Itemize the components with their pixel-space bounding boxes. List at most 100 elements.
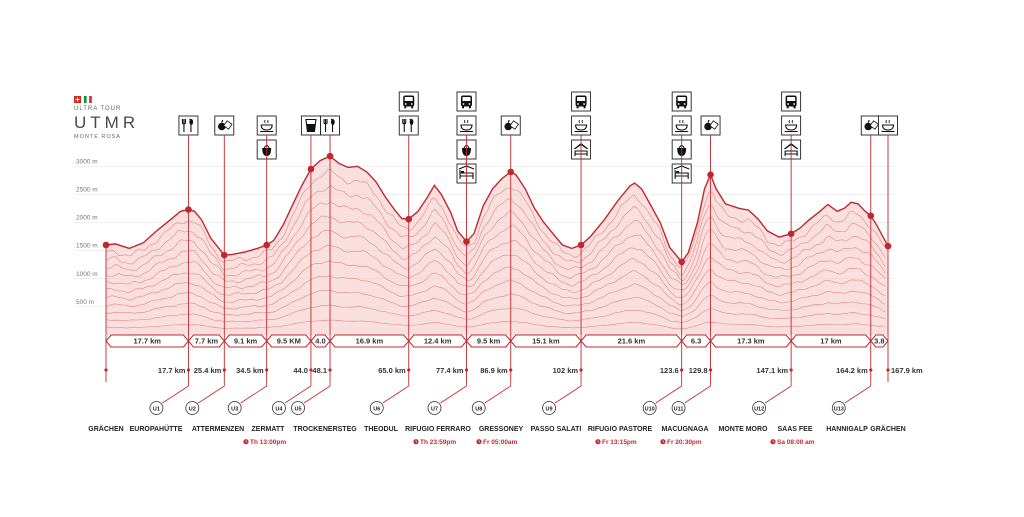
badge-connector <box>240 382 268 404</box>
y-tick-label: 3000 m <box>76 158 98 165</box>
checkpoint-code: U10 <box>645 407 655 413</box>
checkpoint-code: U7 <box>431 407 438 413</box>
checkpoint-marker <box>307 165 315 173</box>
checkpoint-dot <box>265 368 269 372</box>
checkpoint-name: PASSO SALATI <box>531 426 582 433</box>
checkpoint-dot <box>509 368 513 372</box>
cutoff-time: Fr 13:15pm <box>595 439 637 446</box>
checkpoint-name: ATTERMENZEN <box>192 426 244 433</box>
hot-meal-icon <box>571 115 592 136</box>
segment-label: 12.4 km <box>424 337 452 346</box>
checkpoint-code: U8 <box>475 407 482 413</box>
checkpoint-marker <box>707 171 714 178</box>
checkpoint-badge <box>291 401 305 415</box>
cutoff-time-label: Th 13:00pm <box>250 439 286 446</box>
contour-line <box>105 185 886 276</box>
y-tick-label: 1500 m <box>76 243 98 250</box>
checkpoint-name: ZERMATT <box>252 426 286 433</box>
cutoff-time: Sa 08:00 am <box>770 439 815 446</box>
checkpoint-dot <box>464 368 469 372</box>
km-label: 129.8 <box>689 366 708 375</box>
snack-icon <box>860 115 881 136</box>
drink-icon <box>300 115 321 136</box>
badge-connector <box>684 382 711 404</box>
checkpoint-marker <box>326 152 334 160</box>
checkpoint-badge <box>471 401 486 415</box>
cutoff-time: Th 23:59pm <box>413 439 456 446</box>
checkpoint-badge <box>185 401 200 415</box>
badge-connector <box>382 382 410 404</box>
contour-line <box>105 290 886 317</box>
logo-top-line: ULTRA TOUR <box>74 106 122 112</box>
checkpoint-marker <box>185 206 192 213</box>
checkpoint-badge <box>149 401 164 415</box>
checkpoint-code: U1 <box>153 407 160 413</box>
bus-icon <box>398 91 419 112</box>
segment-label: 16.9 km <box>356 337 384 346</box>
segment-label: 15.1 km <box>532 337 560 346</box>
logo-main-text: UTMR <box>74 113 140 132</box>
bus-icon <box>571 91 592 112</box>
profile-outline <box>105 155 889 264</box>
checkpoint-name: GRÄCHEN <box>88 425 123 433</box>
checkpoint-name: MACUGNAGA <box>661 426 708 433</box>
segment-label: 21.6 km <box>618 337 646 346</box>
segment-bar: 17.7 km 7.7 km 9.1 km 9.5 KM 4.0 16.9 km 12.4 … <box>105 334 889 348</box>
checkpoint-code: U4 <box>275 407 283 413</box>
segment-label: 9.5 KM <box>277 337 301 346</box>
checkpoint-dot <box>104 368 108 372</box>
cutoff-time-label: Sa 08:00 am <box>777 439 815 446</box>
checkpoint-badge <box>642 401 657 415</box>
km-label: 123.6 <box>660 366 679 375</box>
contour-line <box>105 215 886 286</box>
checkpoint-names: U1 U2 U3 U4 U5 U6 U7 U8 U9 U10 U11 U12 U13 GRÄCHEN EUR… <box>88 382 906 446</box>
segment-label: 7.7 km <box>195 337 219 346</box>
segment-label: 9.1 km <box>234 337 258 346</box>
checkpoint-marker <box>463 238 470 245</box>
bus-icon <box>781 91 802 112</box>
km-label: 25.4 km <box>194 366 222 375</box>
y-tick-label: 2000 m <box>76 215 98 222</box>
checkpoint-dot <box>222 368 226 372</box>
segment-label: 3.8 <box>874 337 884 346</box>
checkpoint-code: U13 <box>834 407 844 413</box>
segment-label: 17.7 km <box>133 337 161 346</box>
km-label: 86.9 km <box>480 366 508 375</box>
food-icon <box>178 115 199 136</box>
km-label: 147.1 km <box>756 366 788 375</box>
checkpoint-dot <box>309 368 313 372</box>
checkpoint-badge <box>227 401 242 415</box>
badge-connector <box>440 382 467 404</box>
checkpoint-marker <box>102 241 110 249</box>
checkpoint-name: GRESSONEY <box>479 426 524 433</box>
checkpoint-code: U9 <box>546 407 553 413</box>
segment-label: 6.3 <box>691 337 701 346</box>
contour-line <box>105 169 886 269</box>
contour-line <box>105 202 886 282</box>
food-icon <box>320 115 340 136</box>
station-icons <box>178 91 898 184</box>
y-tick-label: 1000 m <box>76 271 98 278</box>
italian-flag-icon <box>84 96 87 103</box>
checkpoint-name: SAAS FEE <box>777 426 812 433</box>
snack-icon <box>500 115 521 136</box>
badge-connector <box>844 382 872 404</box>
segment-label: 17 km <box>820 337 842 346</box>
y-tick-label: 500 m <box>76 299 94 306</box>
checkpoint-name: EUROPAHÜTTE <box>130 424 183 433</box>
contour-line <box>105 244 886 299</box>
segment-label: 9.5 km <box>477 337 501 346</box>
km-label: 48.1 <box>312 366 327 375</box>
checkpoint-badge <box>831 401 846 415</box>
checkpoint-marker <box>678 258 685 266</box>
bus-icon <box>456 91 477 112</box>
badge-connector <box>162 382 189 404</box>
checkpoint-code: U12 <box>754 407 764 413</box>
hot-meal-icon <box>671 115 692 136</box>
km-label: 102 km <box>553 366 579 375</box>
snack-icon <box>700 115 721 136</box>
checkpoint-badge <box>272 401 286 415</box>
cutoff-time: Fr 20:30pm <box>660 439 702 446</box>
badge-connector <box>484 382 512 404</box>
